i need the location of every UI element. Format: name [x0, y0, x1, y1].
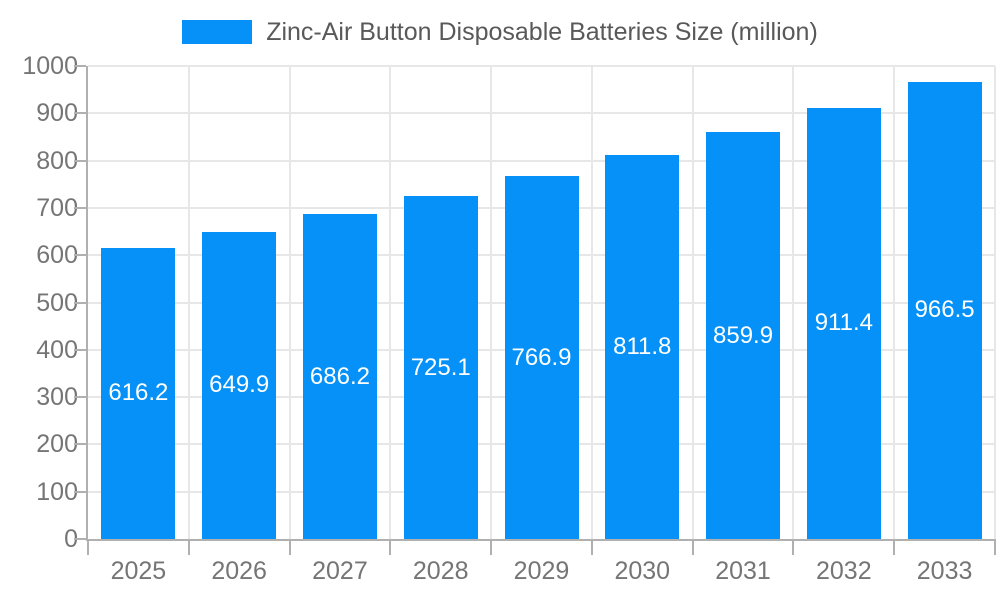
y-axis-tick: [74, 206, 86, 209]
x-axis-tick: [87, 539, 89, 555]
bar-value-label: 859.9: [713, 321, 774, 349]
y-axis-tick: [74, 301, 86, 304]
y-axis-tick-label: 300: [36, 383, 78, 412]
y-axis-tick: [74, 254, 86, 257]
y-axis-tick-label: 400: [36, 335, 78, 364]
x-axis-tick: [288, 539, 291, 555]
y-axis-tick-label: 500: [36, 288, 78, 317]
y-axis-tick-label: 200: [36, 430, 78, 459]
y-axis-tick: [74, 490, 86, 493]
gridline-vertical: [994, 66, 996, 539]
x-axis-tick: [389, 539, 392, 555]
x-axis-tick: [792, 539, 795, 555]
bar: 859.9: [706, 132, 781, 539]
y-axis-tick: [74, 348, 86, 351]
bar-value-label: 725.1: [410, 353, 471, 381]
x-axis-tick-label: 2027: [312, 557, 368, 585]
x-axis-tick-label: 2033: [916, 557, 973, 585]
legend-swatch: [182, 20, 253, 44]
bar: 649.9: [202, 231, 277, 539]
y-axis-tick-label: 0: [64, 525, 78, 553]
x-axis-tick-label: 2032: [816, 557, 872, 585]
bar: 766.9: [504, 176, 579, 539]
bar: 811.8: [605, 155, 680, 539]
x-axis-tick: [590, 539, 593, 555]
y-axis-tick: [74, 396, 86, 399]
y-axis-tick: [74, 65, 86, 67]
y-axis-tick-label: 900: [36, 99, 78, 128]
chart-legend: Zinc-Air Button Disposable Batteries Siz…: [0, 16, 1000, 48]
gridline-vertical: [490, 66, 493, 539]
bar: 911.4: [806, 107, 881, 539]
gridline-vertical: [389, 66, 392, 539]
bar-value-label: 686.2: [309, 362, 370, 390]
x-axis-tick-label: 2028: [412, 557, 469, 585]
bar-value-label: 649.9: [209, 371, 270, 399]
x-axis-tick: [893, 539, 896, 555]
y-axis-tick: [74, 112, 86, 115]
bar-value-label: 616.2: [108, 379, 169, 407]
y-axis-labels: 0 100 200 300 400 500 600 700 800 900 1000: [0, 52, 80, 553]
x-axis-tick-label: 2026: [211, 557, 267, 585]
x-axis-tick: [490, 539, 493, 555]
bar-value-label: 966.5: [914, 296, 975, 324]
y-axis-tick: [74, 443, 86, 446]
x-axis-labels: 2025 2026 2027 2028 2029 2030 2031 2032 2033: [88, 553, 995, 589]
bar: 966.5: [907, 81, 982, 539]
y-axis-tick-label: 700: [36, 193, 78, 222]
y-axis-tick-label: 600: [36, 241, 78, 270]
y-axis-tick: [74, 159, 86, 162]
y-axis-tick-label: 100: [36, 477, 78, 506]
bar-value-label: 766.9: [511, 343, 572, 371]
bar: 725.1: [403, 196, 478, 539]
legend-label: Zinc-Air Button Disposable Batteries Siz…: [266, 17, 818, 46]
plot-area: 616.2 649.9 686.2 725.1 766.9 811.8 859.9 911.4…: [74, 65, 996, 555]
gridline-vertical: [792, 66, 795, 539]
bar-value-label: 811.8: [613, 333, 672, 361]
x-axis-tick: [691, 539, 694, 555]
gridline-vertical: [590, 66, 593, 539]
x-axis-tick-label: 2030: [614, 557, 671, 585]
gridline-horizontal: [88, 65, 995, 67]
gridline-vertical: [893, 66, 896, 539]
x-axis-tick: [994, 539, 996, 555]
x-axis-tick-label: 2025: [110, 557, 167, 585]
gridline-horizontal: [88, 159, 995, 162]
x-axis-tick-label: 2029: [513, 557, 570, 585]
bar: 616.2: [101, 247, 176, 539]
gridline-horizontal: [88, 112, 995, 115]
x-axis-tick-label: 2031: [715, 557, 771, 585]
gridline-vertical: [288, 66, 291, 539]
gridline-vertical: [691, 66, 694, 539]
y-axis-tick: [74, 538, 86, 540]
y-axis-tick-label: 1000: [22, 52, 78, 80]
x-axis-tick: [187, 539, 190, 555]
gridline-vertical: [187, 66, 190, 539]
y-axis-tick-label: 800: [36, 146, 78, 175]
bar-value-label: 911.4: [814, 309, 873, 337]
bar: 686.2: [302, 214, 377, 539]
